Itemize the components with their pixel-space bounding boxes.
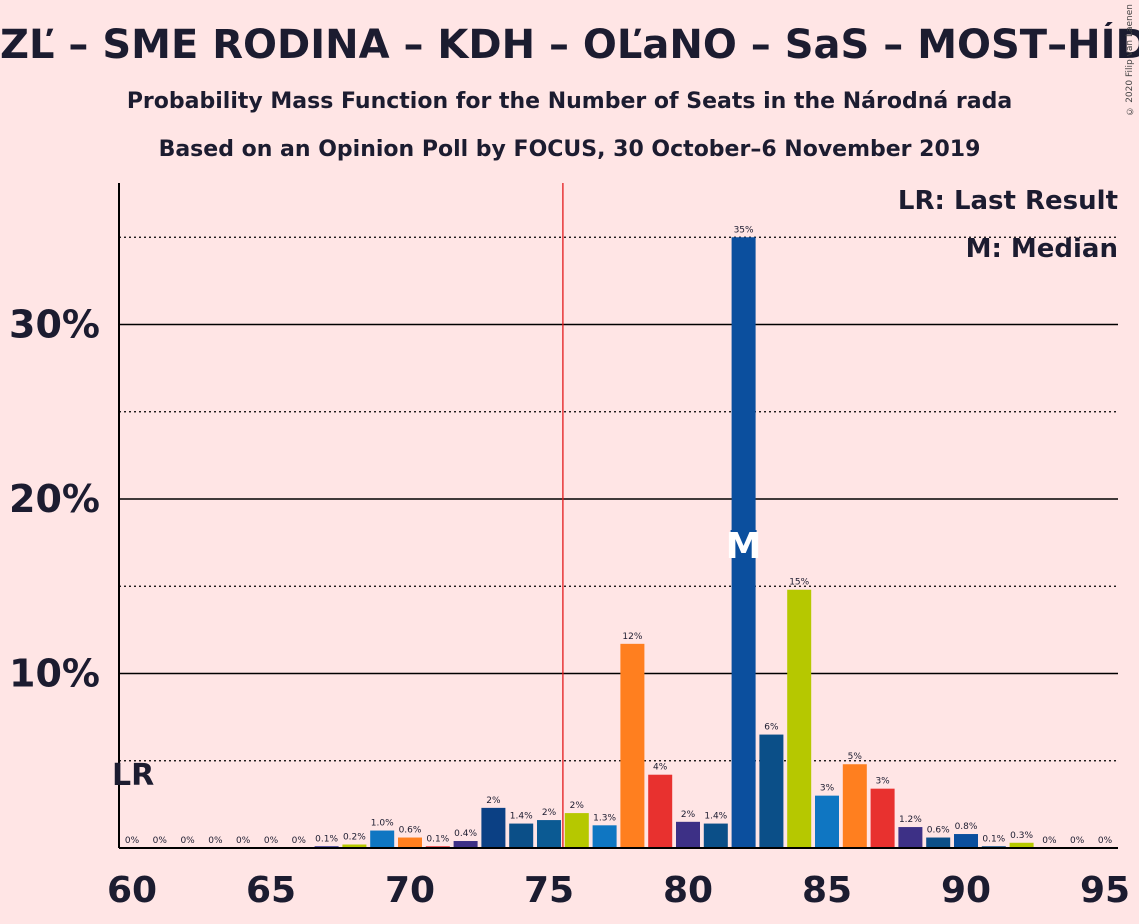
- bar-74: [509, 823, 534, 848]
- bar-value-label: 2%: [486, 796, 501, 806]
- bar-labels-group: 0% 0% 0% 0% 0% 0% 0% 0.1% 0.2% 1.0% 0.6% 0.1% 0.4% 2%…: [125, 225, 1113, 846]
- x-tick-label: 80: [663, 870, 713, 911]
- bar-84: [787, 589, 812, 848]
- bar-83: [759, 734, 784, 848]
- bar-value-label: 0%: [1070, 836, 1085, 846]
- bar-80: [676, 821, 700, 848]
- x-tick-label: 70: [385, 870, 435, 911]
- bar-89: [926, 837, 951, 848]
- x-tick-label: 65: [246, 870, 296, 911]
- bar-value-label: 0%: [125, 836, 140, 846]
- bar-79: [648, 774, 673, 848]
- bar-value-label: 1.2%: [899, 815, 922, 825]
- bar-75: [537, 820, 561, 848]
- y-tick-label: 20%: [9, 477, 100, 521]
- bar-value-label: 0.1%: [426, 834, 449, 844]
- bar-78: [620, 643, 645, 848]
- bar-90: [954, 834, 978, 848]
- median-marker-bg: [730, 530, 757, 558]
- bar-value-label: 0%: [1098, 836, 1113, 846]
- bar-value-label: 3%: [875, 777, 890, 787]
- bar-value-label: 0%: [292, 836, 307, 846]
- bar-value-label: 0%: [153, 836, 168, 846]
- bar-value-label: 0.6%: [927, 826, 950, 836]
- bar-85: [815, 795, 839, 848]
- bar-value-label: 1.4%: [704, 812, 727, 822]
- bar-value-label: 0.8%: [955, 822, 978, 832]
- bar-value-label: 6%: [764, 723, 779, 733]
- bar-value-label: 12%: [622, 632, 642, 642]
- bar-76: [564, 813, 589, 848]
- y-tick-label: 10%: [9, 652, 100, 696]
- y-tick-label: 30%: [9, 303, 100, 347]
- bar-77: [592, 825, 617, 848]
- bar-88: [898, 827, 923, 848]
- bar-70: [398, 837, 422, 848]
- bar-73: [481, 807, 506, 848]
- axes-group: 10% 20% 30% 60 65 70 75 80 85 90 95: [9, 183, 1130, 911]
- bar-value-label: 0.2%: [343, 833, 366, 843]
- bar-value-label: 2%: [681, 810, 696, 820]
- bar-86: [842, 764, 867, 848]
- bar-92: [1009, 842, 1034, 848]
- legend-last-result: LR: Last Result: [898, 186, 1118, 216]
- bar-value-label: 1.3%: [593, 813, 616, 823]
- chart-subtitle: Probability Mass Function for the Number…: [126, 89, 1013, 114]
- x-tick-label: 75: [524, 870, 574, 911]
- bar-value-label: 0.1%: [315, 834, 338, 844]
- bar-value-label: 0%: [180, 836, 195, 846]
- bar-value-label: 0%: [264, 836, 279, 846]
- bar-value-label: 0%: [236, 836, 251, 846]
- bar-81: [703, 823, 728, 848]
- x-tick-label: 85: [802, 870, 852, 911]
- bar-value-label: 3%: [820, 784, 835, 794]
- gridlines: [119, 236, 1118, 762]
- x-tick-label: 90: [941, 870, 991, 911]
- bar-72: [453, 841, 478, 848]
- bar-value-label: 5%: [848, 752, 863, 762]
- last-result-marker: LR: [112, 758, 154, 793]
- bar-68: [342, 844, 367, 848]
- bar-value-label: 1.4%: [510, 812, 533, 822]
- bar-value-label: 0%: [1042, 836, 1057, 846]
- chart-source-subtitle: Based on an Opinion Poll by FOCUS, 30 Oc…: [158, 137, 981, 162]
- bar-value-label: 0.4%: [454, 829, 477, 839]
- bar-87: [870, 788, 895, 848]
- bar-value-label: 0%: [208, 836, 223, 846]
- bar-value-label: 4%: [653, 763, 668, 773]
- bar-value-label: 2%: [570, 801, 585, 811]
- median-marker: M: [726, 526, 762, 567]
- bar-value-label: 35%: [734, 225, 754, 235]
- legend-median: M: Median: [966, 234, 1118, 264]
- x-tick-label: 60: [107, 870, 157, 911]
- chart-title: ZĽ – SME RODINA – KDH – OĽaNO – SaS – MO…: [0, 22, 1139, 68]
- bar-value-label: 2%: [542, 808, 557, 818]
- x-tick-label: 95: [1080, 870, 1130, 911]
- bar-value-label: 0.3%: [1010, 831, 1033, 841]
- bar-value-label: 1.0%: [371, 819, 394, 829]
- bar-value-label: 0.1%: [982, 834, 1005, 844]
- bar-value-label: 15%: [789, 578, 809, 588]
- bars-group: [314, 237, 1034, 848]
- bar-69: [370, 830, 395, 848]
- bar-value-label: 0.6%: [399, 826, 422, 836]
